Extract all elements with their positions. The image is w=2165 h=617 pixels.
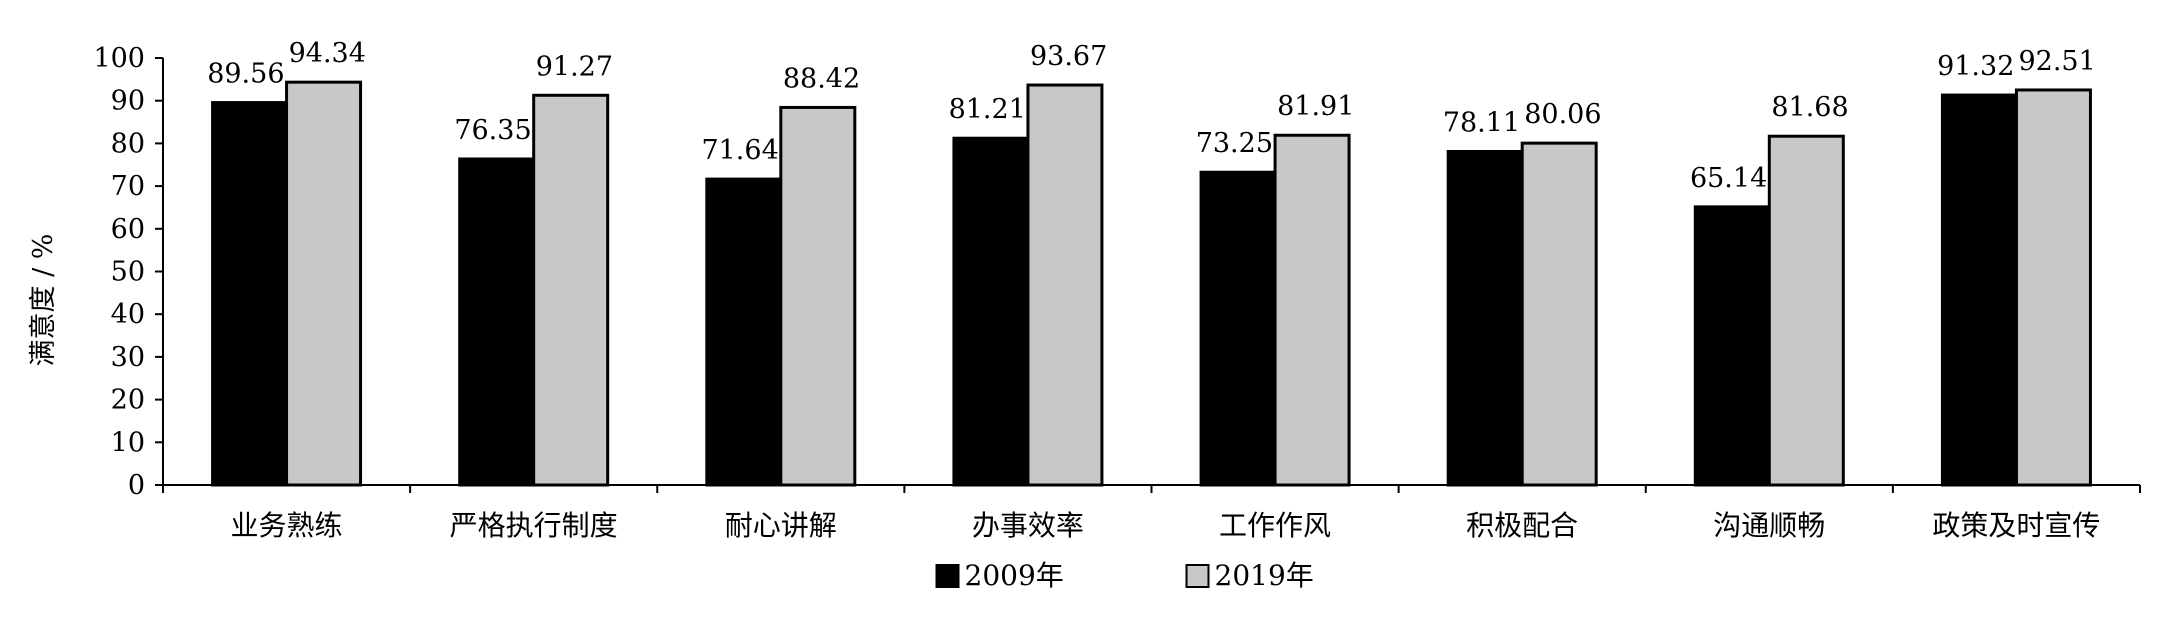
bar [1026,83,1104,487]
y-tick-label: 0 [128,470,145,501]
x-category-label: 业务熟练 [231,509,343,542]
data-label: 73.25 [1196,128,1273,159]
y-tick-label: 80 [111,128,145,159]
bar [211,101,289,487]
data-label: 91.32 [1937,51,2014,82]
legend-swatch [935,564,960,588]
x-category-label: 积极配合 [1466,509,1578,542]
bar [285,80,363,487]
x-category-label: 政策及时宣传 [1932,509,2100,542]
legend-swatch [1185,564,1210,588]
data-label: 91.27 [536,51,613,82]
data-label: 65.14 [1690,163,1767,194]
data-label: 71.64 [701,135,778,166]
x-category-label: 严格执行制度 [450,509,618,542]
y-tick-label: 70 [111,171,145,202]
data-label: 81.91 [1277,91,1354,122]
y-tick-label: 90 [111,86,145,117]
legend-label: 2019年 [1215,559,1314,592]
y-axis-title: 满意度 / % [28,234,59,367]
bar [1940,93,2018,487]
data-label: 88.42 [783,63,860,94]
data-label: 81.21 [949,94,1026,125]
bar [1767,134,1845,487]
y-tick-label: 10 [111,427,145,458]
y-tick-label: 40 [111,299,145,330]
bar [779,105,857,487]
data-label: 89.56 [207,59,284,90]
y-tick-label: 60 [111,214,145,245]
bar [458,157,536,487]
legend-label: 2009年 [965,559,1064,592]
x-category-label: 耐心讲解 [725,509,837,542]
bar [952,136,1030,487]
y-tick-label: 30 [111,342,145,373]
x-category-label: 工作作风 [1219,509,1331,542]
bar [1446,149,1524,487]
bar [1520,141,1598,487]
data-label: 81.68 [1771,92,1848,123]
bar [1199,170,1277,487]
bar [532,93,610,487]
y-tick-label: 100 [93,43,145,74]
bar [2014,88,2092,487]
x-category-label: 办事效率 [972,509,1084,542]
data-label: 76.35 [454,115,531,146]
data-label: 92.51 [2018,46,2095,77]
data-label: 78.11 [1443,107,1520,138]
data-label: 80.06 [1524,99,1601,130]
y-tick-label: 20 [111,385,145,416]
data-label: 94.34 [289,38,366,69]
bar [1273,133,1351,487]
data-label: 93.67 [1030,41,1107,72]
bar [1693,205,1771,487]
bar [705,177,783,487]
y-tick-label: 50 [111,257,145,288]
x-category-label: 沟通顺畅 [1713,509,1825,542]
